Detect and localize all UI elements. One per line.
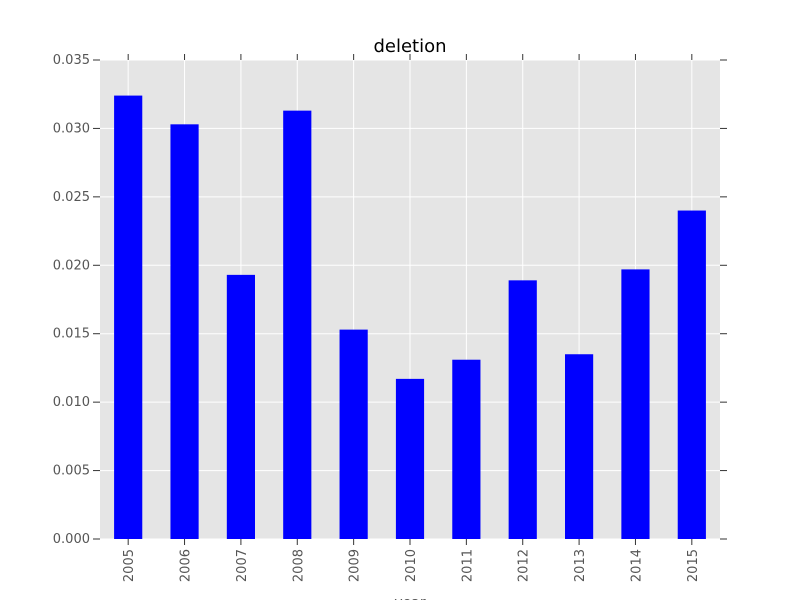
bar-2006 xyxy=(170,124,199,539)
x-tick-label: 2008 xyxy=(291,549,306,582)
chart-title: deletion xyxy=(373,36,446,57)
x-axis-title: year xyxy=(394,595,425,600)
bars xyxy=(114,95,706,540)
bar-2015 xyxy=(677,210,706,540)
x-tick-label: 2014 xyxy=(629,549,644,582)
y-tick-label: 0.020 xyxy=(53,258,90,273)
x-tick-label: 2011 xyxy=(460,549,475,582)
y-tick-label: 0.030 xyxy=(53,121,90,136)
axis-ticks xyxy=(93,54,727,545)
x-tick-labels: 2005 2006 2007 2008 2009 2010 2011 2012 2013 2014… xyxy=(122,549,701,582)
y-tick-label: 0.010 xyxy=(53,395,90,410)
x-tick-label: 2007 xyxy=(235,549,250,582)
y-tick-label: 0.000 xyxy=(53,532,90,547)
x-tick-label: 2010 xyxy=(404,549,419,582)
bar-2012 xyxy=(508,280,537,539)
y-tick-label: 0.015 xyxy=(53,327,90,342)
bar-2014 xyxy=(621,269,650,539)
bar-2005 xyxy=(114,95,143,539)
x-tick-label: 2006 xyxy=(179,549,194,582)
x-tick-label: 2009 xyxy=(348,549,363,582)
x-tick-label: 2012 xyxy=(517,549,532,582)
y-tick-label: 0.005 xyxy=(53,464,90,479)
x-tick-label: 2015 xyxy=(686,549,701,582)
bar-2008 xyxy=(283,110,312,539)
bar-2007 xyxy=(226,274,255,539)
x-tick-label: 2013 xyxy=(573,549,588,582)
y-tick-label: 0.025 xyxy=(53,190,90,205)
y-tick-label: 0.035 xyxy=(53,53,90,68)
x-tick-label: 2005 xyxy=(122,549,137,582)
bar-2011 xyxy=(452,359,481,539)
bar-2010 xyxy=(395,378,425,539)
bar-2013 xyxy=(565,354,594,539)
bar-2009 xyxy=(339,329,368,539)
y-tick-labels: 0.000 0.005 0.010 0.015 0.020 0.025 0.030 0.035 xyxy=(53,53,90,547)
